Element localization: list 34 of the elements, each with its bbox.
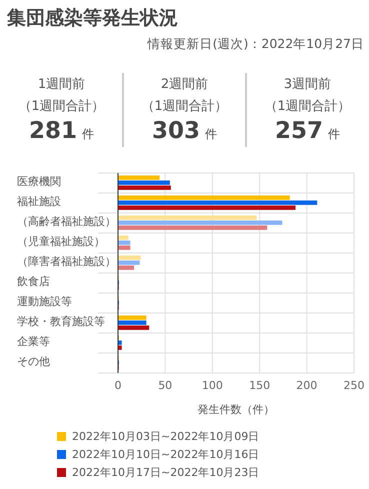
y-tick-label: （児童福祉施設） bbox=[17, 235, 105, 248]
text: （1週間合計） bbox=[264, 99, 351, 114]
y-tick-label: 飲食店 bbox=[17, 275, 50, 288]
y-tick-label: （障害者福祉施設） bbox=[17, 255, 116, 268]
text: （1週間合計） bbox=[141, 99, 228, 114]
text: 303 bbox=[152, 118, 200, 144]
text: 件 bbox=[205, 127, 218, 141]
text: 件 bbox=[82, 127, 94, 141]
text: （1週間合計） bbox=[18, 99, 105, 114]
text: 集団感染等発生状況 bbox=[6, 7, 178, 29]
y-tick-label: 学校・教育施設等 bbox=[17, 315, 105, 328]
y-tick-label: 医療機関 bbox=[17, 175, 61, 188]
x-tick-label: 0 bbox=[114, 379, 122, 392]
text: 情報更新日(週次)：2022年10月27日 bbox=[146, 36, 364, 51]
y-tick-label: 福祉施設 bbox=[17, 195, 61, 208]
x-tick-label: 150 bbox=[249, 379, 270, 392]
text: 281 bbox=[28, 118, 78, 144]
x-axis-title: 発生件数（件） bbox=[198, 403, 274, 416]
y-tick-label: （高齢者福祉施設） bbox=[17, 215, 116, 228]
y-tick-label: 運動施設等 bbox=[17, 295, 72, 308]
legend-label: 2022年10月10日~2022年10月16日 bbox=[72, 448, 260, 462]
legend-label: 2022年10月03日~2022年10月09日 bbox=[72, 430, 260, 444]
text: 2週間前 bbox=[160, 77, 208, 92]
y-tick-label: その他 bbox=[17, 355, 50, 368]
text: 1週間前 bbox=[38, 77, 86, 92]
x-tick-label: 250 bbox=[344, 379, 364, 392]
x-tick-label: 200 bbox=[296, 379, 318, 392]
text: 257 bbox=[274, 118, 324, 144]
legend-label: 2022年10月17日~2022年10月23日 bbox=[72, 466, 260, 480]
text: 3週間前 bbox=[284, 77, 332, 92]
x-tick-label: 50 bbox=[158, 379, 172, 392]
y-tick-label: 企業等 bbox=[17, 335, 50, 348]
text: 件 bbox=[328, 127, 340, 141]
x-tick-label: 100 bbox=[202, 379, 223, 392]
